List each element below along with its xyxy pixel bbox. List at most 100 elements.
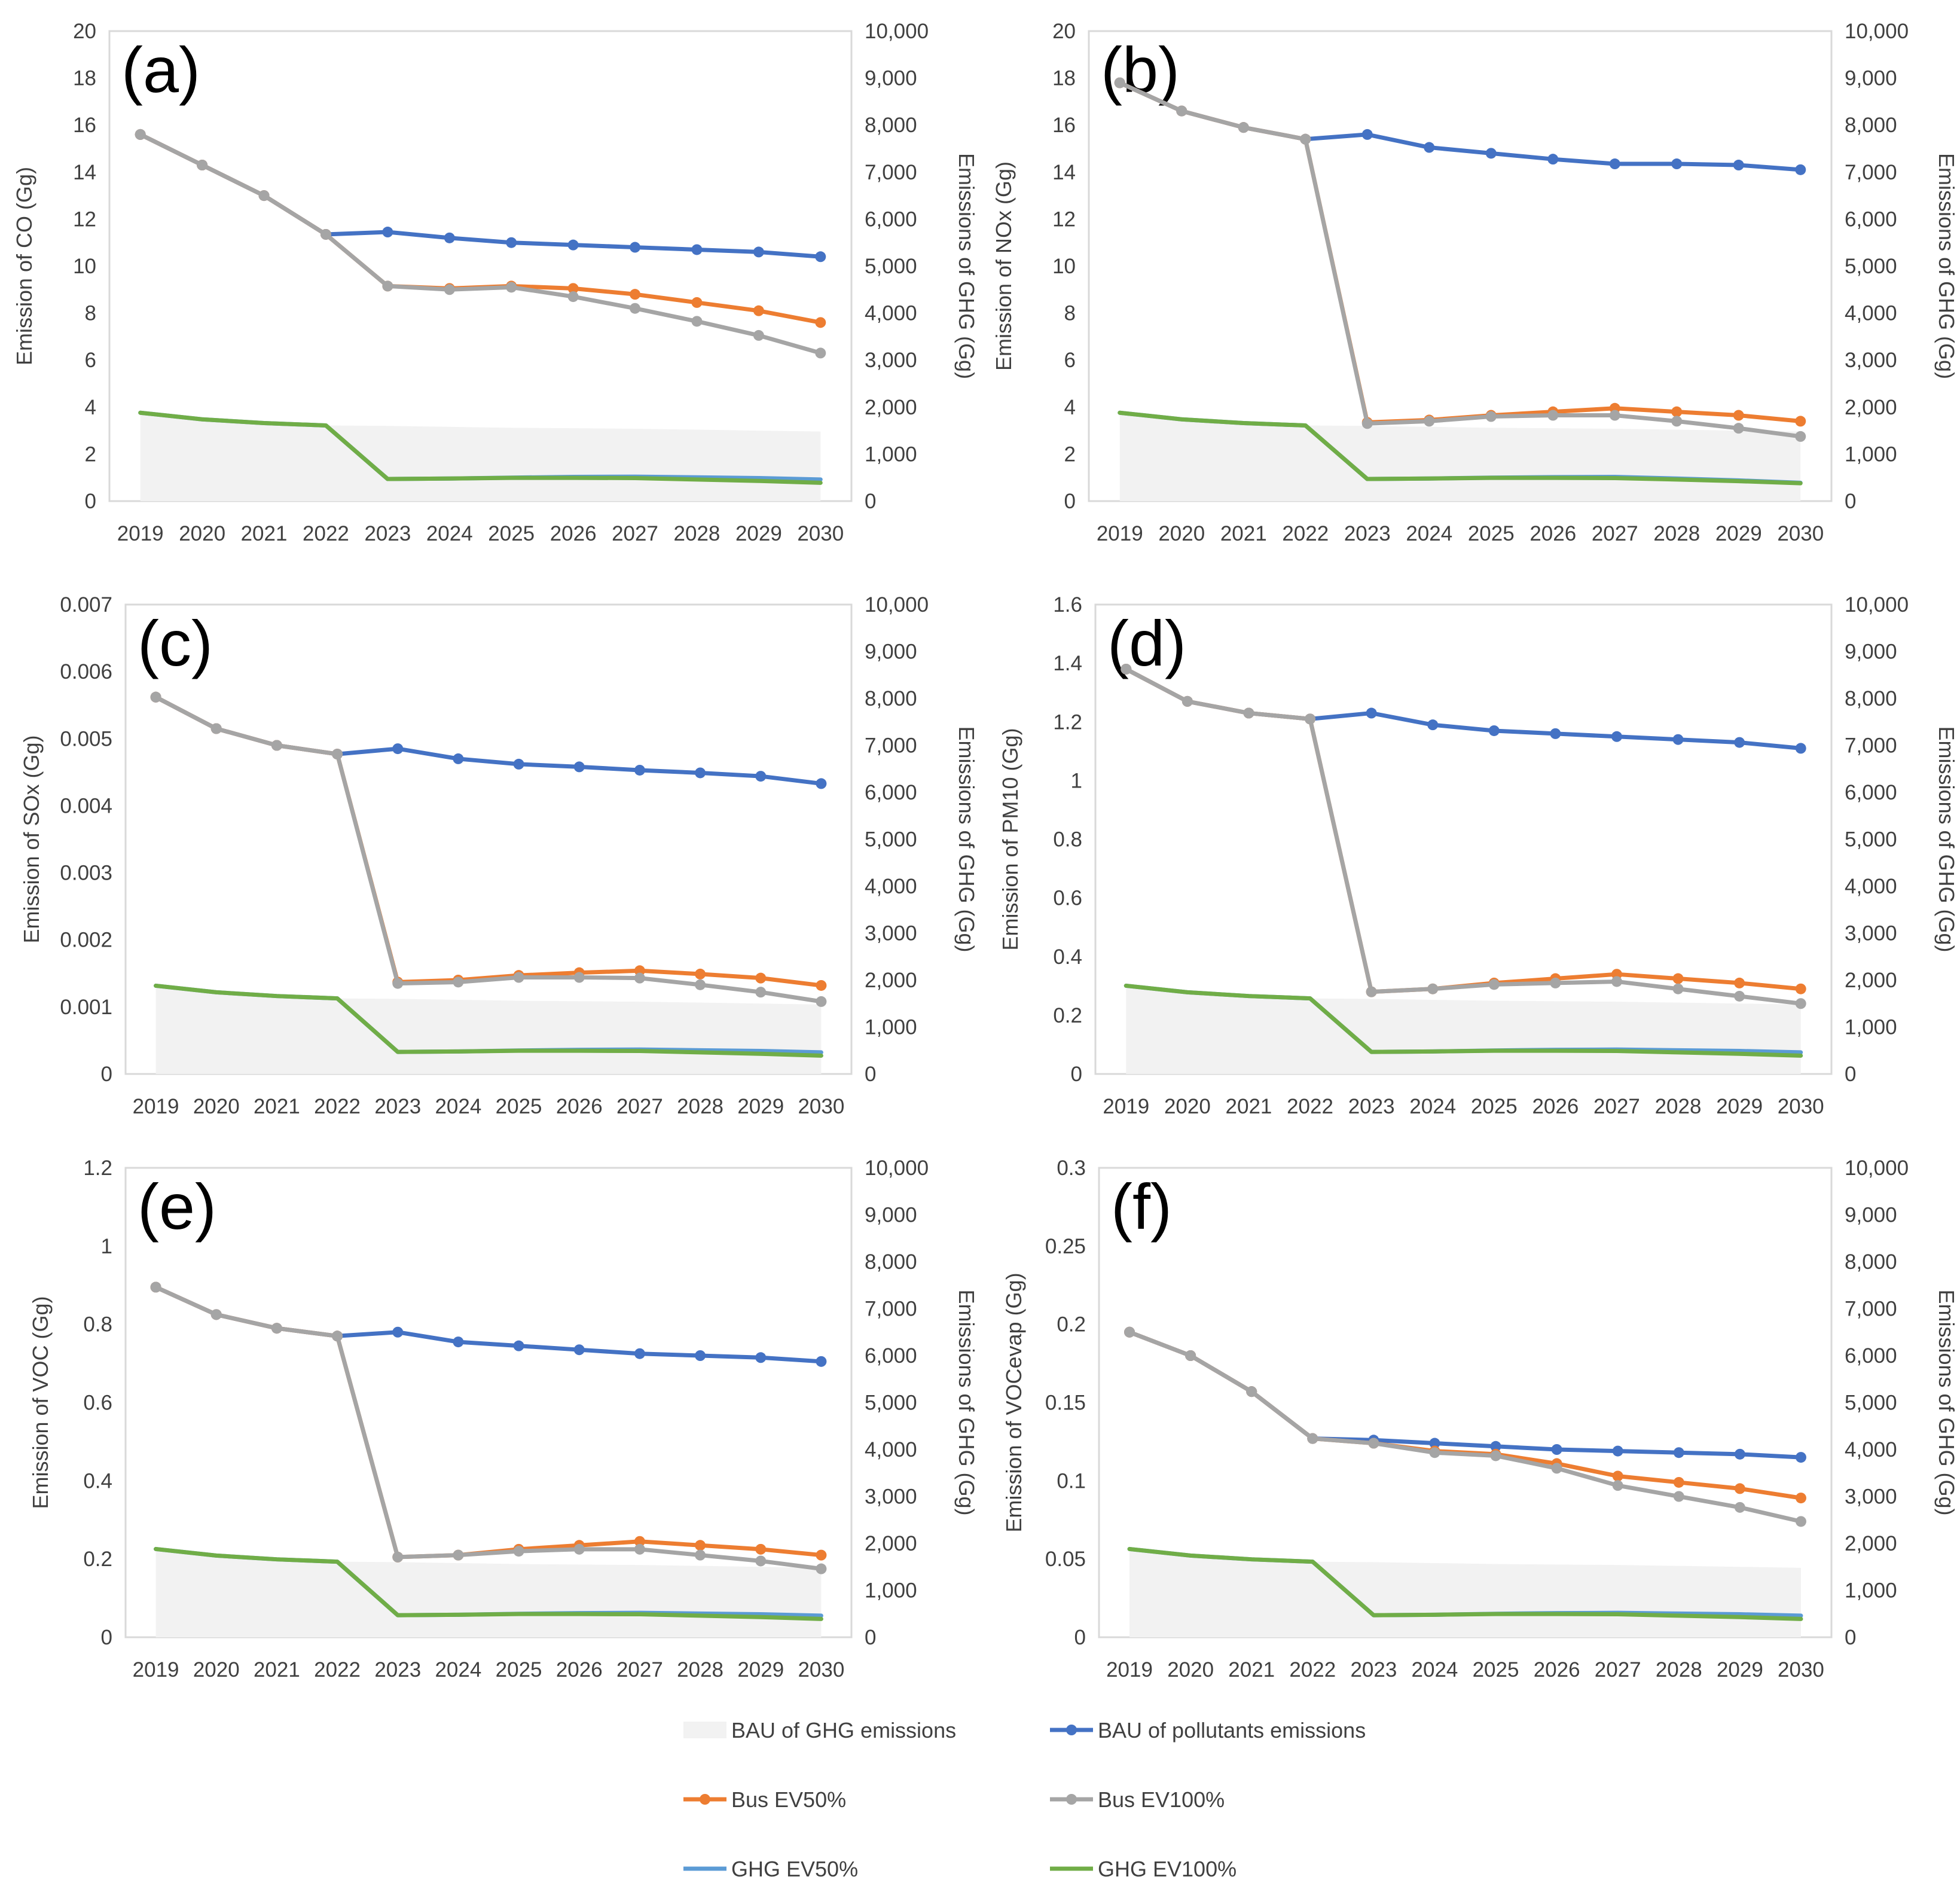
legend-item-bus-ev100: Bus EV100% xyxy=(1050,1787,1225,1812)
point-bus-ev100 xyxy=(634,972,645,984)
series-bau-pollutants xyxy=(1114,77,1806,175)
y2-tick-label: 2,000 xyxy=(1845,969,1897,992)
point-bus-ev50 xyxy=(755,1543,767,1555)
x-tick-label: 2022 xyxy=(1282,522,1329,545)
point-bau-pollutants xyxy=(506,237,517,248)
y-axis-title: Emission of CO (Gg) xyxy=(12,167,36,365)
x-tick-label: 2027 xyxy=(1593,1095,1640,1118)
point-bau-pollutants xyxy=(1550,728,1561,739)
x-tick-label: 2026 xyxy=(550,522,597,545)
y-tick-label: 16 xyxy=(1052,114,1076,137)
x-tick-label: 2024 xyxy=(426,522,473,545)
y2-tick-label: 9,000 xyxy=(1845,67,1897,90)
x-tick-label: 2020 xyxy=(1164,1095,1211,1118)
x-tick-label: 2027 xyxy=(1595,1658,1641,1682)
point-bus-ev100 xyxy=(258,190,270,202)
point-bus-ev100 xyxy=(332,749,343,760)
line-bus-ev50 xyxy=(138,132,823,325)
y2-tick-label: 0 xyxy=(1845,1626,1856,1649)
line-bau-pollutants xyxy=(138,132,823,259)
x-tick-label: 2025 xyxy=(1468,522,1515,545)
series-bus-ev100 xyxy=(1121,663,1806,1009)
y2-tick-label: 4,000 xyxy=(1845,1438,1897,1461)
series-ghg-ev100 xyxy=(154,983,823,1058)
x-tick-label: 2023 xyxy=(364,522,411,545)
x-tick-label: 2023 xyxy=(1350,1658,1397,1682)
y2-tick-label: 7,000 xyxy=(865,161,917,184)
y2-tick-label: 7,000 xyxy=(865,1298,917,1321)
x-tick-label: 2029 xyxy=(735,522,782,545)
legend: BAU of GHG emissions BAU of pollutants em… xyxy=(683,1718,1366,1881)
point-bau-pollutants xyxy=(1485,148,1497,159)
y-tick-label: 1.6 xyxy=(1053,593,1082,617)
series-bau-ghg-area xyxy=(1119,413,1801,501)
x-tick-label: 2029 xyxy=(1717,1658,1763,1682)
y2-tick-label: 10,000 xyxy=(1845,593,1909,617)
y2-tick-label: 1,000 xyxy=(865,1016,917,1039)
point-bus-ev100 xyxy=(197,160,208,171)
x-tick-label: 2025 xyxy=(1473,1658,1519,1682)
point-bus-ev50 xyxy=(815,317,826,328)
point-bus-ev100 xyxy=(271,1323,282,1334)
legend-item-bau-pollutants: BAU of pollutants emissions xyxy=(1050,1718,1366,1743)
point-bus-ev50 xyxy=(630,289,641,300)
x-tick-label: 2024 xyxy=(1412,1658,1458,1682)
legend-label: BAU of pollutants emissions xyxy=(1098,1718,1366,1743)
point-bau-pollutants xyxy=(567,239,579,251)
chart-panel-c: 0 0.001 0.002 0.003 0.004 0.005 0.006 0.007 0 1,0… xyxy=(19,593,979,1118)
x-tick-label: 2026 xyxy=(1532,1095,1579,1118)
y2-axis-title: Emissions of GHG (Gg) xyxy=(954,726,979,952)
y2-axis-title: Emissions of GHG (Gg) xyxy=(1934,153,1959,379)
y-tick-label: 0 xyxy=(101,1626,112,1649)
y-tick-label: 18 xyxy=(1052,67,1076,90)
point-bau-pollutants xyxy=(1427,719,1439,731)
point-bau-pollutants xyxy=(1366,707,1377,719)
point-bau-pollutants xyxy=(1795,743,1806,754)
y2-tick-label: 5,000 xyxy=(1845,1391,1897,1415)
legend-item-ghg-ev100: GHG EV100% xyxy=(1050,1857,1237,1881)
y-tick-label: 4 xyxy=(1064,396,1076,419)
line-bus-ev100 xyxy=(138,132,823,355)
point-bus-ev100 xyxy=(1300,133,1311,145)
point-bus-ev100 xyxy=(1795,1516,1806,1527)
y2-tick-label: 4,000 xyxy=(1845,302,1897,325)
y-tick-label: 6 xyxy=(85,349,96,372)
x-tick-label: 2030 xyxy=(797,522,844,545)
y-tick-label: 12 xyxy=(1052,207,1076,231)
y-tick-label: 0.005 xyxy=(60,727,112,750)
point-bau-pollutants xyxy=(1609,158,1620,170)
area-bau-ghg-area xyxy=(1126,985,1801,1074)
y2-axis-title: Emissions of GHG (Gg) xyxy=(954,1289,979,1515)
y-axis-title: Emission of VOC (Gg) xyxy=(28,1296,53,1509)
line-ghg-ev100 xyxy=(154,1546,823,1621)
y-tick-label: 1.4 xyxy=(1053,652,1082,675)
series-bus-ev50 xyxy=(1121,663,1806,997)
point-bau-pollutants xyxy=(755,1352,767,1363)
x-tick-label: 2026 xyxy=(1534,1658,1580,1682)
x-tick-label: 2020 xyxy=(1167,1658,1214,1682)
point-bau-pollutants xyxy=(1733,160,1744,171)
y-tick-label: 0.002 xyxy=(60,929,112,952)
x-tick-label: 2023 xyxy=(374,1095,421,1118)
y2-tick-label: 3,000 xyxy=(1845,1485,1897,1509)
line-ghg-ev100 xyxy=(1118,410,1803,486)
point-bus-ev100 xyxy=(1672,983,1684,994)
y2-tick-label: 0 xyxy=(1845,490,1856,513)
y-tick-label: 0 xyxy=(1071,1063,1082,1086)
point-bus-ev100 xyxy=(816,1563,827,1574)
y-tick-label: 14 xyxy=(73,161,96,184)
y-tick-label: 0.3 xyxy=(1057,1156,1086,1180)
point-bau-pollutants xyxy=(1734,1448,1745,1460)
point-bus-ev50 xyxy=(816,979,827,991)
point-bus-ev100 xyxy=(695,979,706,990)
legend-marker xyxy=(1066,1725,1077,1735)
x-tick-label: 2028 xyxy=(1653,522,1700,545)
y-tick-label: 16 xyxy=(73,114,96,137)
y-tick-label: 2 xyxy=(85,443,96,466)
line-bau-pollutants xyxy=(1127,1330,1803,1460)
point-bus-ev100 xyxy=(332,1330,343,1342)
x-tick-label: 2019 xyxy=(133,1658,179,1682)
chart-panel-a: 0 2 4 6 8 10 12 14 16 18 20 0 1,000 2,000 3,000 4,000 5,… xyxy=(12,20,979,545)
point-bus-ev100 xyxy=(1673,1491,1684,1502)
y-tick-label: 20 xyxy=(73,20,96,43)
